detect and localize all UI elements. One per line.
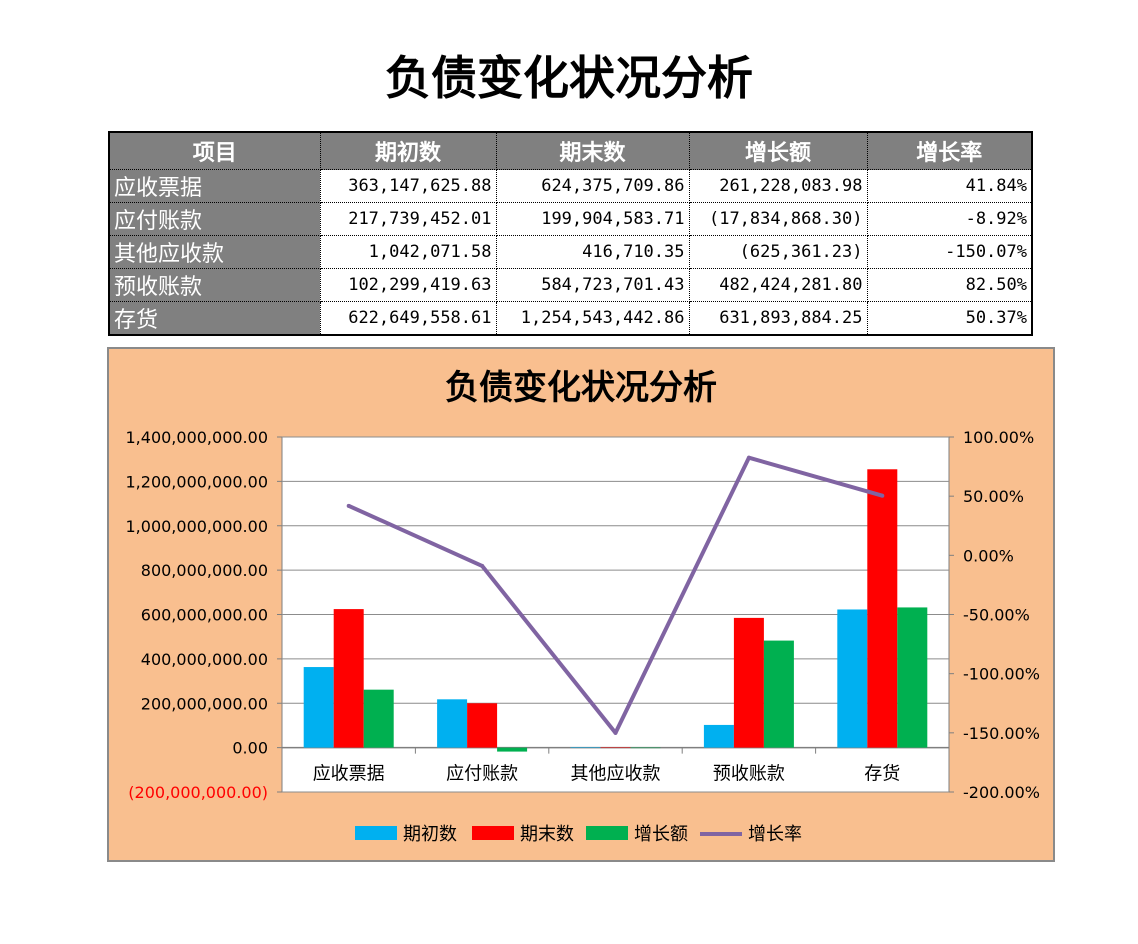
point-增长率 (613, 730, 618, 735)
row-label: 存货 (108, 301, 321, 336)
chart-area: 负债变化状况分析 (200,000,000.00) 0.00 200,000,000… (107, 347, 1055, 862)
page-title: 负债变化状况分析 (385, 51, 753, 105)
bar-期初数 (437, 699, 468, 748)
begin-cell: 217,739,452.01 (319, 202, 497, 236)
table-row: 其他应收款 1,042,071.58 416,710.35 (625,361.2… (108, 235, 1033, 269)
header-growth: 增长额 (688, 131, 868, 170)
y-right-tick-label: 50.00% (963, 487, 1024, 506)
table-row: 应收票据 363,147,625.88 624,375,709.86 261,2… (108, 169, 1033, 203)
bar-期末数 (467, 703, 498, 748)
header-item: 项目 (108, 131, 321, 170)
bar-期末数 (333, 609, 364, 748)
x-tick-label: 存货 (864, 764, 900, 785)
y-right-tick-label: -200.00% (963, 783, 1040, 802)
legend-swatch (472, 826, 514, 840)
y-right-tick-label: -100.00% (963, 665, 1040, 684)
bar-增长额 (897, 607, 928, 748)
begin-cell: 363,147,625.88 (319, 169, 497, 203)
table-header-row: 项目 期初数 期末数 增长额 增长率 (108, 131, 1033, 170)
y-left-tick-label: 800,000,000.00 (141, 561, 268, 580)
bar-增长额 (763, 640, 794, 748)
bar-增长额 (363, 689, 394, 748)
table-row: 存货 622,649,558.61 1,254,543,442.86 631,8… (108, 301, 1033, 336)
bar-增长额 (630, 747, 661, 749)
end-cell: 416,710.35 (495, 235, 690, 269)
y-left-tick-label: 200,000,000.00 (141, 694, 268, 713)
y-left-tick-label: 1,000,000,000.00 (126, 517, 269, 536)
y-right-tick-label: -150.00% (963, 724, 1040, 743)
row-label: 其他应收款 (108, 235, 321, 269)
growth-cell: 482,424,281.80 (688, 268, 868, 302)
y-left-tick-label: 400,000,000.00 (141, 650, 268, 669)
point-增长率 (346, 503, 351, 508)
end-cell: 199,904,583.71 (495, 202, 690, 236)
row-label: 应付账款 (108, 202, 321, 236)
end-cell: 624,375,709.86 (495, 169, 690, 203)
begin-cell: 1,042,071.58 (319, 235, 497, 269)
y-left-tick-label: 600,000,000.00 (141, 606, 268, 625)
table-row: 预收账款 102,299,419.63 584,723,701.43 482,4… (108, 268, 1033, 302)
bar-期初数 (570, 747, 601, 748)
header-rate: 增长率 (866, 131, 1033, 170)
row-label: 预收账款 (108, 268, 321, 302)
point-增长率 (880, 493, 885, 498)
row-label: 应收票据 (108, 169, 321, 203)
x-tick-label: 其他应收款 (571, 764, 661, 785)
legend-swatch (355, 826, 397, 840)
header-end: 期末数 (495, 131, 690, 170)
bar-期初数 (303, 667, 334, 748)
end-cell: 1,254,543,442.86 (495, 301, 690, 336)
x-tick-label: 应付账款 (446, 764, 518, 785)
x-tick-label: 应收票据 (313, 764, 385, 785)
point-增长率 (746, 455, 751, 460)
legend-swatch (586, 826, 628, 840)
growth-cell: (625,361.23) (688, 235, 868, 269)
y-right-tick-label: 0.00% (963, 546, 1014, 565)
bar-期初数 (703, 724, 734, 748)
rate-cell: -150.07% (866, 235, 1033, 269)
begin-cell: 102,299,419.63 (319, 268, 497, 302)
growth-cell: 261,228,083.98 (688, 169, 868, 203)
header-begin: 期初数 (319, 131, 497, 170)
chart-title: 负债变化状况分析 (445, 368, 717, 408)
bar-增长额 (497, 747, 528, 752)
bar-期末数 (733, 617, 764, 748)
y-right-tick-label: -50.00% (963, 606, 1030, 625)
legend-label: 增长率 (748, 824, 802, 845)
data-table: 项目 期初数 期末数 增长额 增长率 应收票据 363,147,625.88 6… (108, 131, 1033, 336)
legend-label: 增长额 (634, 824, 688, 845)
bar-期初数 (837, 609, 868, 748)
y-left-tick-label: 1,200,000,000.00 (126, 472, 269, 491)
x-tick-label: 预收账款 (713, 764, 785, 785)
legend-label: 期末数 (520, 824, 574, 845)
bar-期末数 (600, 747, 631, 749)
y-left-tick-label: 0.00 (232, 739, 268, 758)
legend-label: 期初数 (403, 824, 457, 845)
begin-cell: 622,649,558.61 (319, 301, 497, 336)
rate-cell: 50.37% (866, 301, 1033, 336)
point-增长率 (480, 563, 485, 568)
chart-svg: 负债变化状况分析 (200,000,000.00) 0.00 200,000,000… (126, 368, 1040, 845)
end-cell: 584,723,701.43 (495, 268, 690, 302)
rate-cell: -8.92% (866, 202, 1033, 236)
rate-cell: 41.84% (866, 169, 1033, 203)
rate-cell: 82.50% (866, 268, 1033, 302)
y-left-tick-label: (200,000,000.00) (128, 783, 268, 802)
table-row: 应付账款 217,739,452.01 199,904,583.71 (17,8… (108, 202, 1033, 236)
growth-cell: (17,834,868.30) (688, 202, 868, 236)
y-right-tick-label: 100.00% (963, 428, 1034, 447)
y-left-tick-label: 1,400,000,000.00 (126, 428, 269, 447)
growth-cell: 631,893,884.25 (688, 301, 868, 336)
bar-期末数 (867, 469, 898, 748)
